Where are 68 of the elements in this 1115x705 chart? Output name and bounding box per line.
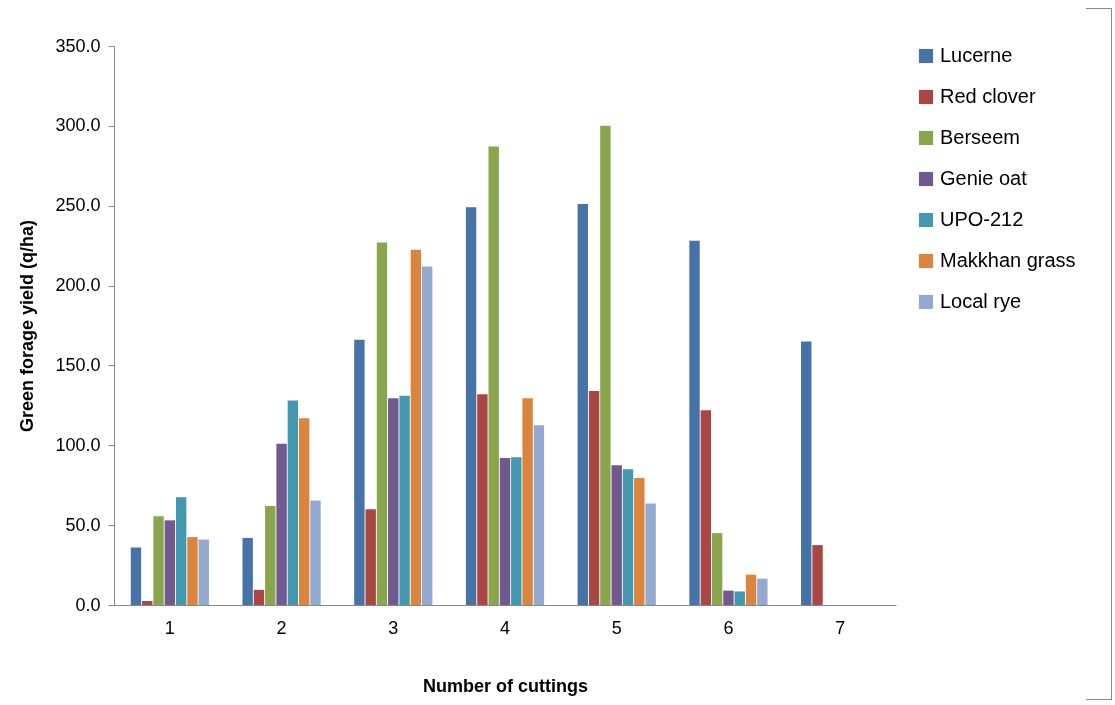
bar	[187, 537, 198, 605]
bar	[253, 589, 265, 605]
bar	[287, 400, 299, 605]
bar	[577, 204, 589, 605]
bar	[130, 547, 142, 605]
bar	[399, 395, 410, 605]
bar	[388, 398, 399, 605]
bar	[465, 207, 477, 605]
bar	[488, 146, 499, 605]
bar	[634, 478, 645, 605]
bar	[354, 339, 365, 605]
y-tick-label: 200.0	[55, 275, 101, 296]
x-tick-label: 5	[611, 617, 622, 638]
y-tick-label: 0.0	[75, 594, 101, 615]
bar	[142, 601, 153, 605]
x-tick-label: 7	[835, 617, 846, 638]
bar	[801, 341, 812, 605]
bar	[198, 539, 209, 605]
bar	[410, 249, 422, 605]
bar	[711, 533, 723, 605]
y-axis-title: Green forage yield (q/ha)	[17, 219, 38, 433]
y-tick-label: 250.0	[55, 195, 101, 216]
legend-label: Lucerne	[940, 44, 1013, 66]
bar	[365, 509, 376, 605]
x-tick-label: 6	[723, 617, 734, 638]
y-tick-label: 100.0	[55, 434, 101, 455]
x-tick-label: 3	[388, 617, 399, 638]
bar	[499, 458, 511, 605]
bar	[421, 266, 433, 605]
bar	[812, 545, 823, 605]
bar	[265, 505, 276, 605]
legend-label: Red clover	[940, 85, 1036, 107]
bar	[600, 125, 611, 605]
bar	[175, 497, 187, 605]
bar	[310, 500, 321, 605]
legend-label: Makkhan grass	[940, 249, 1076, 271]
bar	[276, 443, 287, 605]
x-tick-label: 4	[499, 617, 511, 638]
bar	[511, 457, 522, 605]
bar	[757, 578, 768, 605]
y-tick-label: 150.0	[55, 354, 101, 375]
x-axis-title: Number of cuttings	[423, 675, 588, 696]
bar	[745, 574, 757, 605]
bar	[723, 590, 734, 605]
y-tick-label: 350.0	[55, 35, 101, 56]
y-tick-label: 300.0	[55, 115, 101, 136]
bar	[622, 469, 634, 605]
legend-label: Berseem	[940, 126, 1021, 148]
bar	[645, 503, 656, 605]
legend-label: Local rye	[940, 290, 1022, 312]
bar	[588, 390, 600, 605]
y-tick-label: 50.0	[65, 514, 101, 535]
bar	[522, 398, 533, 605]
bar	[689, 240, 700, 605]
bar	[164, 520, 176, 605]
x-tick-label: 1	[164, 617, 175, 638]
bar	[734, 591, 745, 605]
x-tick-label: 2	[276, 617, 287, 638]
legend-label: Genie oat	[940, 167, 1028, 189]
legend-label: UPO-212	[940, 208, 1024, 230]
bar	[298, 418, 310, 605]
bar	[611, 465, 622, 605]
bar	[376, 242, 388, 605]
bar	[700, 410, 712, 605]
bar	[533, 425, 545, 605]
bar	[153, 516, 164, 605]
bar	[477, 394, 488, 605]
bar	[242, 537, 253, 605]
